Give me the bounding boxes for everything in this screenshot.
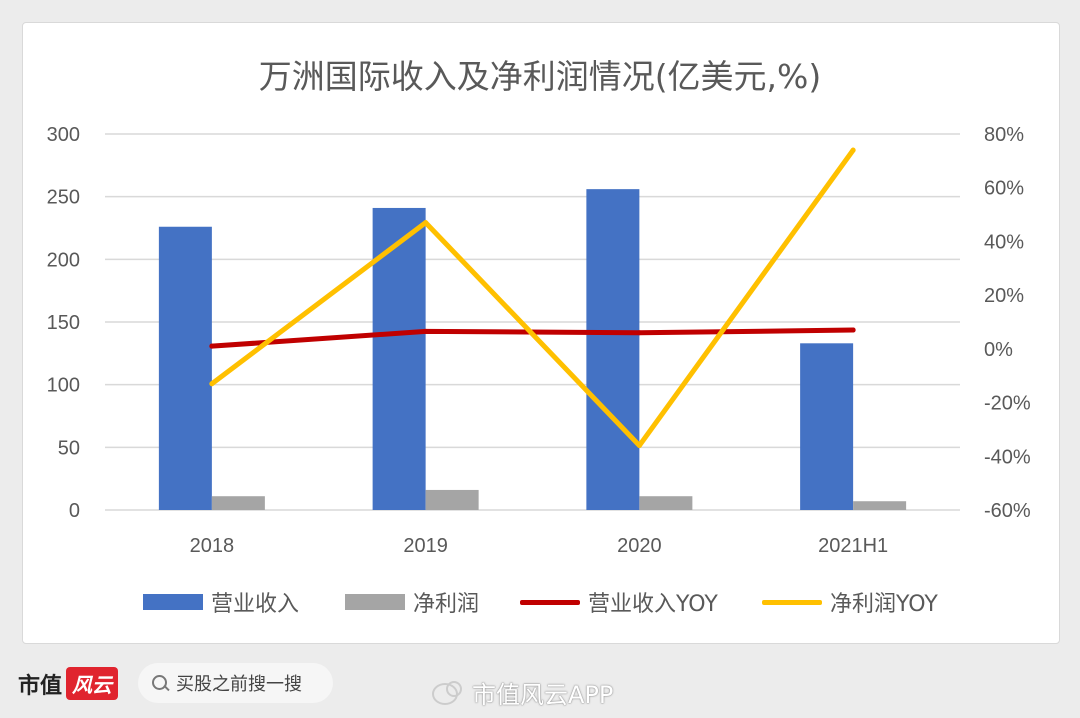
x-tick-label: 2021H1 bbox=[818, 535, 888, 557]
legend-item-revenue-yoy: 营业收入YOY bbox=[520, 586, 718, 618]
brand-red: 风云 bbox=[66, 667, 119, 700]
x-tick-label: 2019 bbox=[403, 535, 448, 557]
y-axis-left-ticks: 0 50 100 150 200 250 300 bbox=[47, 124, 80, 522]
bar-净利润-2020 bbox=[639, 496, 693, 510]
y-left-tick-label: 300 bbox=[47, 124, 80, 146]
x-tick-label: 2020 bbox=[617, 535, 662, 557]
point-净利润YOY-2020 bbox=[636, 443, 642, 449]
y-left-tick-label: 0 bbox=[69, 500, 80, 522]
point-净利润YOY-2019 bbox=[423, 220, 429, 226]
bar-净利润-2018 bbox=[211, 496, 265, 510]
y-right-tick-label: 80% bbox=[984, 124, 1024, 146]
legend-label-revenue: 营业收入 bbox=[211, 592, 300, 617]
weibo-icon bbox=[430, 680, 464, 705]
x-axis-ticks: 2018 2019 2020 2021H1 bbox=[190, 535, 889, 557]
legend-label-profit: 净利润 bbox=[413, 592, 480, 617]
point-净利润YOY-2021H1 bbox=[850, 147, 856, 153]
legend-label-profit-yoy: 净利润YOY bbox=[830, 592, 938, 617]
bars bbox=[158, 189, 907, 511]
bar-净利润-2021H1 bbox=[853, 501, 907, 510]
legend-label-revenue-yoy: 营业收入YOY bbox=[588, 592, 718, 617]
watermark-text: 市值风云APP bbox=[472, 681, 614, 709]
legend-swatch-profit-yoy bbox=[762, 599, 822, 605]
watermark: 市值风云APP bbox=[430, 675, 613, 710]
bar-营业收入-2021H1 bbox=[800, 343, 854, 510]
y-right-tick-label: 60% bbox=[984, 178, 1024, 200]
y-right-tick-label: 40% bbox=[984, 231, 1024, 253]
bar-营业收入-2020 bbox=[586, 189, 640, 510]
search-text: 买股之前搜一搜 bbox=[176, 674, 302, 695]
bar-营业收入-2019 bbox=[372, 207, 426, 511]
point-营业收入YOY-2018 bbox=[209, 343, 215, 349]
search-box[interactable]: 买股之前搜一搜 bbox=[138, 663, 333, 703]
legend-item-profit-yoy: 净利润YOY bbox=[762, 586, 938, 618]
point-营业收入YOY-2019 bbox=[423, 328, 429, 334]
y-left-tick-label: 200 bbox=[47, 249, 80, 271]
y-left-tick-label: 100 bbox=[47, 375, 80, 397]
legend-swatch-profit bbox=[345, 594, 405, 610]
y-left-tick-label: 50 bbox=[58, 437, 80, 459]
legend-item-profit: 净利润 bbox=[345, 586, 479, 618]
y-left-tick-label: 250 bbox=[47, 187, 80, 209]
brand-logo: 市值 风云 bbox=[18, 667, 119, 700]
x-tick-label: 2018 bbox=[190, 535, 235, 557]
point-净利润YOY-2018 bbox=[209, 381, 215, 387]
legend: 营业收入 净利润 营业收入YOY 净利润YOY bbox=[0, 586, 1080, 618]
y-right-tick-label: 20% bbox=[984, 285, 1024, 307]
legend-swatch-revenue-yoy bbox=[520, 599, 580, 605]
y-right-tick-label: -60% bbox=[984, 500, 1031, 522]
y-left-tick-label: 150 bbox=[47, 312, 80, 334]
legend-swatch-revenue bbox=[143, 594, 203, 610]
bar-营业收入-2018 bbox=[158, 226, 212, 510]
y-right-tick-label: 0% bbox=[984, 339, 1013, 361]
legend-item-revenue: 营业收入 bbox=[143, 586, 299, 618]
bar-净利润-2019 bbox=[425, 489, 479, 510]
footer-bar: 市值 风云 买股之前搜一搜 市值风云APP bbox=[0, 655, 1080, 718]
brand-left: 市值 bbox=[18, 673, 63, 699]
y-axis-right-ticks: -60% -40% -20% 0% 20% 40% 60% 80% bbox=[984, 124, 1031, 522]
search-icon bbox=[152, 675, 168, 691]
y-right-tick-label: -40% bbox=[984, 446, 1031, 468]
point-营业收入YOY-2020 bbox=[636, 330, 642, 336]
point-营业收入YOY-2021H1 bbox=[850, 327, 856, 333]
y-right-tick-label: -20% bbox=[984, 393, 1031, 415]
lines bbox=[209, 147, 856, 449]
line-净利润YOY bbox=[209, 147, 856, 449]
chart-title: 万洲国际收入及净利润情况(亿美元,%) bbox=[258, 57, 822, 96]
